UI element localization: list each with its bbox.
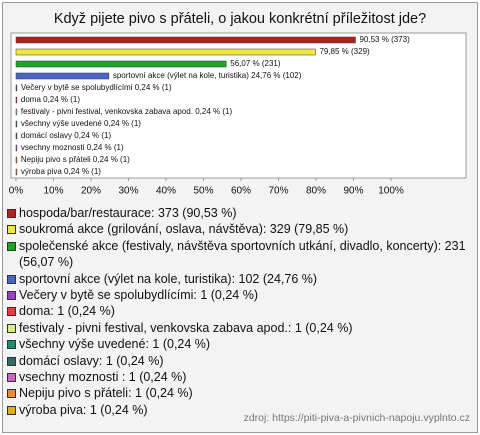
legend-item: všechny výše uvedené: 1 (0,24 %) (6, 336, 468, 352)
legend-swatch (7, 323, 16, 333)
legend-label: všechny výše uvedené: 1 (0,24 %) (19, 337, 211, 352)
bar (15, 72, 110, 80)
plot-area (10, 32, 467, 179)
legend-label: výroba piva: 1 (0,24 %) (19, 402, 148, 417)
value-label: 56,07 % (231) (230, 59, 281, 68)
legend-label: společenské akce (festivaly, návštěva sp… (19, 238, 466, 270)
x-tick-label: 80% (306, 186, 326, 197)
legend-label: sportovní akce (výlet na kole, turistika… (19, 271, 318, 286)
legend-label: soukromá akce (grilování, oslava, návště… (19, 222, 349, 237)
legend-swatch (7, 389, 16, 399)
value-label: 79,85 % (329) (319, 47, 370, 56)
legend-label: festivaly - pivni festival, venkovska za… (19, 320, 353, 335)
chart: Když pijete pivo s přáteli, o jakou konk… (9, 11, 467, 197)
x-tick-label: 20% (81, 186, 101, 197)
value-label: všechny výše uvedené 0,24 % (1) (21, 119, 141, 128)
legend-item: výroba piva: 1 (0,24 %) (6, 402, 468, 418)
legend-item: Nepiju pivo s přáteli: 1 (0,24 %) (6, 385, 468, 401)
bar (15, 132, 18, 140)
legend-label: Večery v bytě se spolubydlícími: 1 (0,24… (19, 288, 258, 303)
legend-item: festivaly - pivni festival, venkovska za… (6, 320, 468, 336)
legend-label: doma: 1 (0,24 %) (19, 304, 115, 319)
legend-swatch (7, 405, 16, 415)
bar (15, 156, 18, 164)
value-label: vsechny moznosti 0,24 % (1) (21, 143, 124, 152)
x-tick-label: 30% (118, 186, 138, 197)
value-label: výroba piva 0,24 % (1) (21, 167, 101, 176)
legend-item: soukromá akce (grilování, oslava, návště… (6, 221, 468, 237)
legend-swatch (7, 340, 16, 350)
legend-label: vsechny moznosti : 1 (0,24 %) (19, 370, 187, 385)
legend-label: hospoda/bar/restaurace: 373 (90,53 %) (19, 206, 237, 220)
bar (15, 48, 316, 56)
value-label: domácí oslavy 0,24 % (1) (21, 131, 112, 140)
x-tick-label: 10% (43, 186, 63, 197)
value-label: 90,53 % (373) (359, 35, 410, 44)
value-label: festivaly - pivni festival, venkovska za… (21, 107, 233, 116)
value-label: doma 0,24 % (1) (21, 95, 80, 104)
legend-swatch (7, 356, 16, 366)
legend-swatch (7, 241, 16, 251)
bar (15, 96, 18, 104)
legend-label: Nepiju pivo s přáteli: 1 (0,24 %) (19, 386, 193, 401)
x-tick-label: 50% (193, 186, 213, 197)
x-tick-label: 90% (343, 186, 363, 197)
bar (15, 108, 18, 116)
bar (15, 168, 18, 176)
value-label: sportovní akce (výlet na kole, turistika… (113, 71, 302, 80)
legend-swatch (7, 307, 16, 317)
chart-title: Když pijete pivo s přáteli, o jakou konk… (54, 11, 426, 27)
legend-item: doma: 1 (0,24 %) (6, 303, 468, 319)
bar (15, 144, 18, 152)
legend-swatch (7, 209, 16, 218)
x-tick-label: 60% (231, 186, 251, 197)
x-tick-label: 40% (156, 186, 176, 197)
value-label: Nepiju pivo s přáteli 0,24 % (1) (21, 155, 130, 164)
bar (15, 84, 18, 92)
legend-swatch (7, 225, 16, 235)
source: zdroj: https://piti-piva-a-pivnich-napoj… (243, 412, 470, 424)
value-label: Večery v bytě se spolubydlícími 0,24 % (… (21, 83, 172, 92)
legend-swatch (7, 291, 16, 301)
x-tick-label: 100% (378, 186, 404, 197)
legend-item: hospoda/bar/restaurace: 373 (90,53 %) (6, 205, 468, 221)
legend-swatch (7, 274, 16, 284)
legend-label: domácí oslavy: 1 (0,24 %) (19, 353, 164, 368)
bar (15, 60, 227, 68)
bar (15, 120, 18, 128)
legend-item: společenské akce (festivaly, návštěva sp… (6, 238, 468, 271)
legend-item: sportovní akce (výlet na kole, turistika… (6, 271, 468, 287)
bar (15, 36, 356, 44)
legend-item: domácí oslavy: 1 (0,24 %) (6, 353, 468, 369)
x-tick-label: 0% (9, 186, 24, 197)
legend-item: vsechny moznosti : 1 (0,24 %) (6, 369, 468, 385)
legend-swatch (7, 373, 16, 383)
legend-item: Večery v bytě se spolubydlícími: 1 (0,24… (6, 287, 468, 303)
x-tick-label: 70% (268, 186, 288, 197)
legend: hospoda/bar/restaurace: 373 (90,53 %) sou… (6, 205, 468, 418)
